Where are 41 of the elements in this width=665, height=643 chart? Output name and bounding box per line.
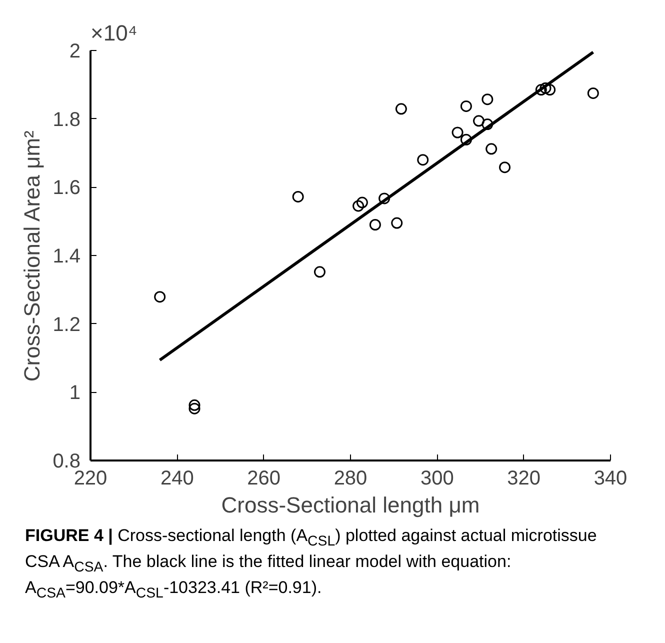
y-tick-label: 2 xyxy=(69,40,80,62)
y-tick-label: 1.6 xyxy=(52,177,81,200)
point xyxy=(540,82,552,94)
point xyxy=(417,154,429,166)
x-tick-label: 220 xyxy=(74,468,108,490)
point xyxy=(482,94,494,106)
x-tick-label: 320 xyxy=(507,468,541,490)
point xyxy=(188,399,200,411)
point xyxy=(292,190,304,202)
point xyxy=(356,196,368,208)
point xyxy=(369,219,381,230)
y-tick-label: 1 xyxy=(69,382,80,404)
point xyxy=(395,103,407,115)
point xyxy=(452,126,464,138)
point xyxy=(378,192,390,204)
x-tick-label: 300 xyxy=(420,468,454,490)
point xyxy=(154,291,166,303)
point xyxy=(460,100,472,112)
y-tick-label: 1.2 xyxy=(52,314,81,336)
y-tick-label: 1.4 xyxy=(52,246,81,268)
x-tick-label: 260 xyxy=(247,468,281,490)
y-axis-title: Cross-Sectional Area μm² xyxy=(20,130,45,382)
point xyxy=(314,266,326,278)
text: ×10⁴ xyxy=(90,20,138,46)
point xyxy=(473,115,485,127)
point xyxy=(535,84,547,96)
x-tick-label: 340 xyxy=(594,468,628,490)
point xyxy=(352,200,364,212)
point xyxy=(486,143,498,155)
point xyxy=(544,84,556,96)
text: FIGURE 4 | Cross-sectional length (A$_{CSL}$) plotted against actual microtissue CSA A$_{CSA}$. The black line is the fitted linear model with equation: A$_{CSA}$=90.09*A$_{CSL}$-10323.41 (R²=0.91). xyxy=(25,526,597,602)
point xyxy=(587,87,599,99)
y-tick-label: 1.8 xyxy=(52,108,81,131)
point xyxy=(391,217,403,229)
x-tick-label: 240 xyxy=(160,468,194,490)
x-tick-label: 280 xyxy=(334,468,368,490)
point xyxy=(482,118,494,130)
point xyxy=(188,402,200,414)
point xyxy=(499,162,511,174)
x-axis-title: Cross-Sectional length μm xyxy=(221,492,480,518)
point xyxy=(460,134,472,146)
